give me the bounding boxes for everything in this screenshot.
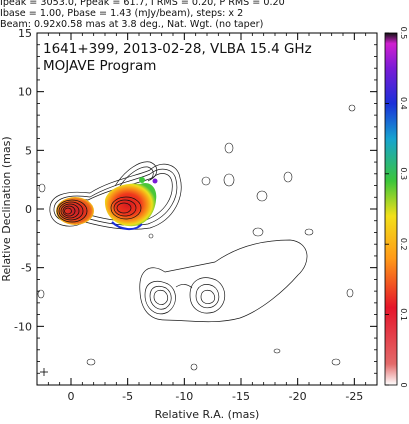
noise-contour (148, 233, 154, 239)
beam-marker (40, 368, 48, 376)
jet-contour-1 (110, 196, 142, 220)
lobe-east-3 (153, 289, 169, 305)
x-tick-label: -20 (289, 390, 307, 403)
lobe-west-1 (189, 277, 226, 314)
inner-jet-edge (111, 221, 143, 230)
lobe-west-2 (195, 284, 220, 309)
x-tick-label: -10 (175, 390, 193, 403)
lobe-west-3 (200, 289, 216, 304)
header-line-2: Ibase = 1.00, Pbase = 1.43 (mJy/beam), s… (0, 8, 244, 19)
colorbar-tick-label: 0.1 (399, 308, 408, 321)
colorbar-tick-label: 0.3 (399, 167, 408, 180)
x-axis-ticks: 0 -5 -10 -15 -20 -25 (47, 33, 378, 403)
colorbar-ticks: 0 0.1 0.2 0.3 0.4 0.5 (385, 27, 408, 388)
contour-jet-north-tail (114, 161, 158, 187)
noise-contour (86, 358, 96, 366)
knot-north-2 (152, 178, 158, 184)
y-tick-label: 0 (25, 203, 32, 216)
noise-contour (273, 348, 281, 354)
jet-contour-3 (116, 202, 132, 214)
colorbar-tick-label: 0 (399, 382, 408, 387)
core-contour-3 (60, 203, 80, 219)
y-tick-label: -5 (21, 262, 32, 275)
noise-contour (38, 183, 46, 193)
plot-title-line-2: MOJAVE Program (43, 58, 156, 74)
x-tick-label: -25 (345, 390, 363, 403)
noise-contour (256, 190, 268, 202)
lobe-outer-envelope (139, 239, 308, 323)
noise-contour (190, 363, 198, 371)
noise-contour (224, 142, 234, 154)
x-tick-label: -15 (232, 390, 250, 403)
header-line-3: Beam: 0.92x0.58 mas at 3.8 deg., Nat. Wg… (0, 19, 264, 30)
noise-contour (223, 173, 235, 187)
colorbar-tick-label: 0.5 (399, 27, 408, 40)
header-line-1: Ipeak = 3053.0, Ppeak = 61.7, I RMS = 0.… (0, 0, 285, 8)
x-tick-label: -5 (122, 390, 133, 403)
noise-contour (304, 228, 314, 236)
y-axis-label: Relative Declination (mas) (0, 136, 13, 281)
core-contour-4 (62, 205, 76, 217)
core-contour-2 (58, 201, 84, 221)
noise-contour (37, 289, 45, 299)
colorbar-tick-label: 0.4 (399, 97, 408, 110)
lobe-bridge (175, 284, 193, 289)
knot-north-fill (139, 177, 145, 183)
y-tick-label: 15 (18, 27, 32, 40)
x-axis-label: Relative R.A. (mas) (155, 408, 260, 421)
lobe-east-2 (149, 285, 172, 310)
colorbar-tick-label: 0.2 (399, 238, 408, 251)
plot-title-line-1: 1641+399, 2013-02-28, VLBA 15.4 GHz (43, 41, 312, 57)
y-tick-label: 10 (18, 86, 32, 99)
lobe-east-1 (144, 281, 176, 315)
colorbar (384, 32, 398, 386)
noise-contour (252, 227, 264, 237)
core-contour-1 (56, 199, 88, 223)
noise-contour (283, 171, 293, 183)
inner-jet-polarization (104, 182, 157, 227)
y-tick-label: -10 (14, 320, 32, 333)
y-tick-label: 5 (25, 144, 32, 157)
core-contour-5 (64, 207, 72, 215)
y-axis-ticks: 15 10 5 0 -5 -10 (14, 27, 377, 374)
contour-jet-north-2 (119, 166, 154, 187)
noise-contour (348, 104, 356, 112)
x-tick-label: 0 (68, 390, 75, 403)
noise-contour (201, 176, 211, 186)
noise-contour (331, 358, 341, 366)
noise-contour (346, 288, 354, 298)
jet-contour-2 (113, 199, 137, 217)
source-emission (37, 104, 356, 376)
